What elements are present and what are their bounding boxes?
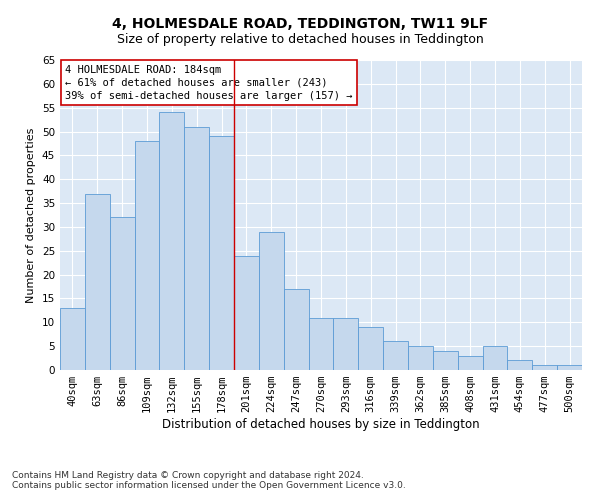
- Bar: [160, 112, 184, 370]
- Text: 4, HOLMESDALE ROAD, TEDDINGTON, TW11 9LF: 4, HOLMESDALE ROAD, TEDDINGTON, TW11 9LF: [112, 18, 488, 32]
- Bar: [482, 346, 508, 370]
- Bar: [110, 218, 134, 370]
- X-axis label: Distribution of detached houses by size in Teddington: Distribution of detached houses by size …: [162, 418, 480, 431]
- Text: Contains HM Land Registry data © Crown copyright and database right 2024.: Contains HM Land Registry data © Crown c…: [12, 470, 364, 480]
- Bar: [358, 327, 383, 370]
- Bar: [209, 136, 234, 370]
- Bar: [458, 356, 482, 370]
- Bar: [234, 256, 259, 370]
- Bar: [408, 346, 433, 370]
- Bar: [433, 351, 458, 370]
- Bar: [134, 141, 160, 370]
- Bar: [557, 365, 582, 370]
- Bar: [334, 318, 358, 370]
- Bar: [308, 318, 334, 370]
- Text: 4 HOLMESDALE ROAD: 184sqm
← 61% of detached houses are smaller (243)
39% of semi: 4 HOLMESDALE ROAD: 184sqm ← 61% of detac…: [65, 64, 353, 101]
- Bar: [259, 232, 284, 370]
- Bar: [184, 127, 209, 370]
- Text: Contains public sector information licensed under the Open Government Licence v3: Contains public sector information licen…: [12, 480, 406, 490]
- Bar: [383, 342, 408, 370]
- Bar: [85, 194, 110, 370]
- Bar: [60, 308, 85, 370]
- Bar: [284, 289, 308, 370]
- Y-axis label: Number of detached properties: Number of detached properties: [26, 128, 37, 302]
- Bar: [508, 360, 532, 370]
- Text: Size of property relative to detached houses in Teddington: Size of property relative to detached ho…: [116, 32, 484, 46]
- Bar: [532, 365, 557, 370]
